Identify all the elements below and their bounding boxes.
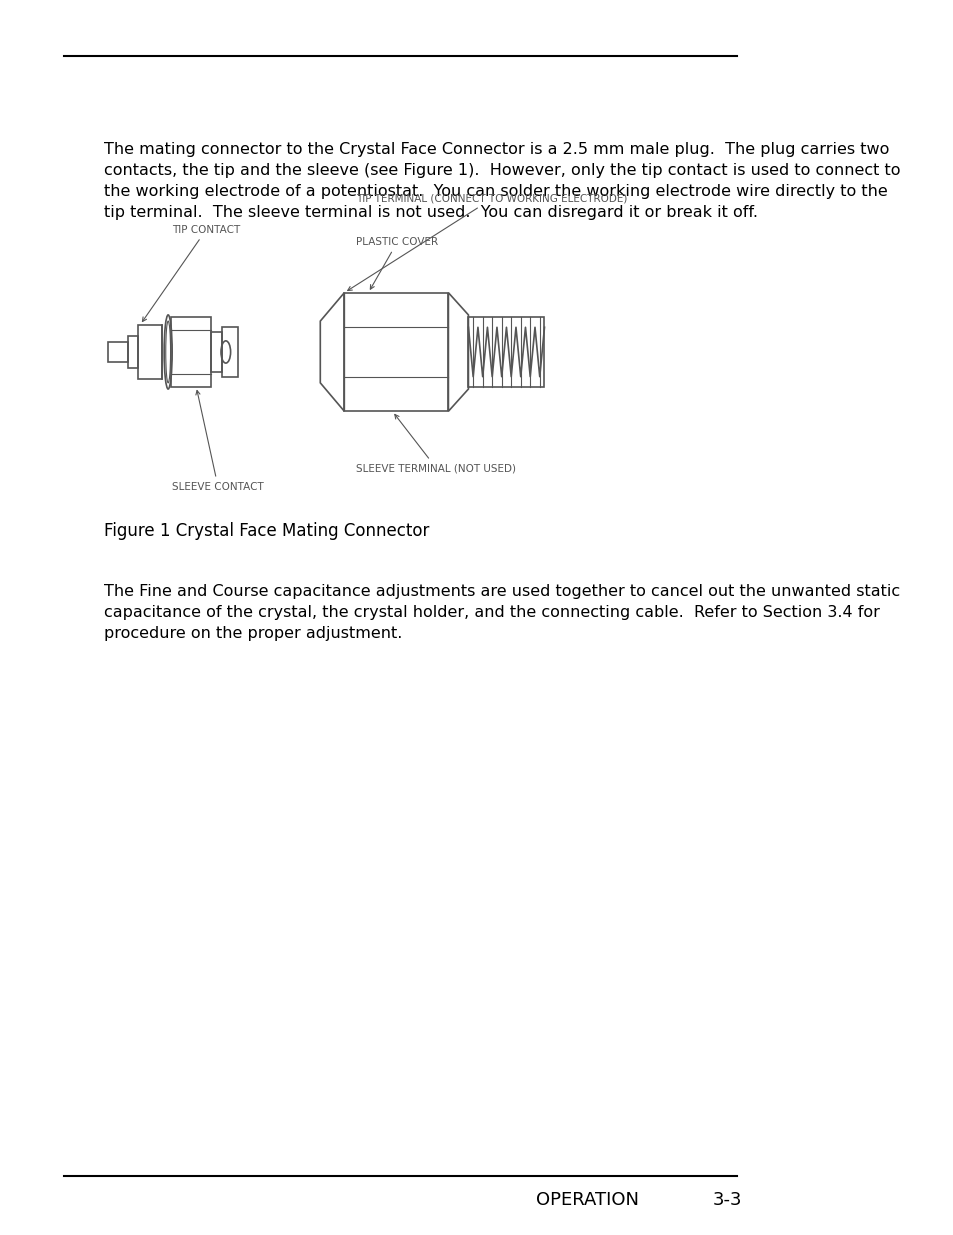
Bar xyxy=(468,317,544,387)
Text: PLASTIC COVER: PLASTIC COVER xyxy=(356,237,438,289)
Bar xyxy=(137,325,162,379)
Text: TIP TERMINAL (CONNECT TO WORKING ELECTRODE): TIP TERMINAL (CONNECT TO WORKING ELECTRO… xyxy=(347,194,627,290)
Text: 3-3: 3-3 xyxy=(712,1192,741,1209)
Text: TIP CONTACT: TIP CONTACT xyxy=(142,225,240,321)
Text: SLEEVE CONTACT: SLEEVE CONTACT xyxy=(172,390,264,492)
Bar xyxy=(128,336,137,368)
Text: The mating connector to the Crystal Face Connector is a 2.5 mm male plug.  The p: The mating connector to the Crystal Face… xyxy=(104,142,900,220)
Text: SLEEVE TERMINAL (NOT USED): SLEEVE TERMINAL (NOT USED) xyxy=(356,415,516,473)
Bar xyxy=(211,332,221,372)
Bar xyxy=(344,293,448,411)
Text: Figure 1 Crystal Face Mating Connector: Figure 1 Crystal Face Mating Connector xyxy=(104,522,429,541)
Bar xyxy=(108,342,128,362)
Bar xyxy=(221,327,237,377)
Text: OPERATION: OPERATION xyxy=(536,1192,639,1209)
Text: The Fine and Course capacitance adjustments are used together to cancel out the : The Fine and Course capacitance adjustme… xyxy=(104,584,900,641)
Bar xyxy=(171,317,211,387)
